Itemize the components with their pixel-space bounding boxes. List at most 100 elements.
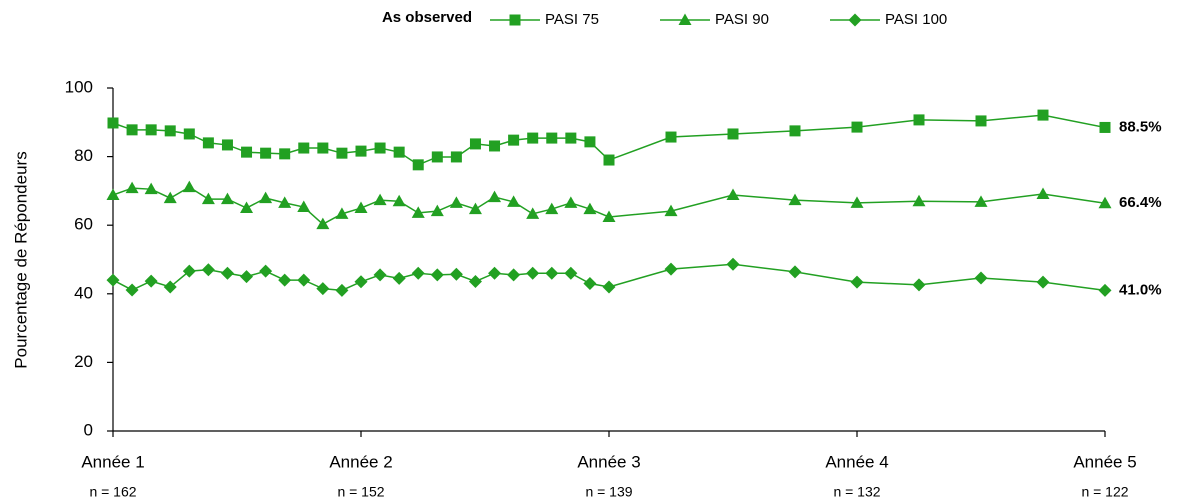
marker — [259, 264, 273, 278]
marker — [163, 280, 177, 294]
marker — [602, 280, 616, 294]
marker — [545, 266, 559, 280]
marker — [975, 115, 987, 127]
marker — [411, 266, 425, 280]
marker — [488, 266, 502, 280]
marker — [163, 191, 177, 204]
marker — [509, 14, 521, 26]
marker — [848, 13, 862, 27]
marker — [297, 273, 311, 287]
marker — [201, 192, 215, 205]
marker — [583, 277, 597, 291]
marker — [373, 268, 387, 282]
marker — [727, 128, 739, 140]
marker — [316, 217, 330, 230]
marker — [1036, 275, 1050, 289]
y-tick-label: 40 — [74, 283, 93, 302]
marker — [507, 268, 521, 282]
marker — [788, 265, 802, 279]
marker — [182, 264, 196, 278]
marker — [850, 275, 864, 289]
marker — [526, 266, 540, 280]
marker — [144, 274, 158, 288]
x-tick-label: Année 5 — [1073, 452, 1136, 471]
marker — [1036, 187, 1050, 199]
marker — [664, 204, 678, 217]
marker — [316, 282, 330, 296]
marker — [183, 128, 195, 140]
marker — [546, 132, 558, 144]
marker — [125, 283, 139, 297]
legend-label: PASI 75 — [545, 11, 599, 28]
end-label: 88.5% — [1119, 118, 1162, 135]
marker — [1099, 121, 1111, 133]
marker — [507, 195, 521, 207]
marker — [450, 151, 462, 163]
marker — [106, 273, 120, 287]
marker — [526, 207, 540, 219]
marker — [221, 139, 233, 151]
marker — [602, 210, 616, 222]
marker — [584, 136, 596, 148]
marker — [145, 124, 157, 136]
marker — [278, 196, 292, 208]
marker — [449, 196, 463, 208]
marker — [241, 146, 253, 158]
x-sublabel: n = 122 — [1081, 484, 1128, 500]
marker — [164, 125, 176, 137]
marker — [468, 274, 482, 288]
x-sublabel: n = 132 — [833, 484, 880, 500]
marker — [182, 180, 196, 193]
marker — [317, 142, 329, 154]
marker — [564, 196, 578, 208]
marker — [202, 137, 214, 149]
marker — [850, 196, 864, 208]
y-tick-label: 0 — [84, 420, 93, 439]
marker — [392, 194, 406, 207]
y-axis-label: Pourcentage de Répondeurs — [11, 151, 30, 368]
marker — [279, 148, 291, 160]
marker — [449, 267, 463, 281]
y-tick-label: 60 — [74, 215, 93, 234]
marker — [430, 204, 444, 217]
marker — [603, 154, 615, 166]
marker — [393, 146, 405, 158]
marker — [260, 147, 272, 159]
marker — [974, 195, 988, 207]
marker — [201, 263, 215, 277]
legend-label: PASI 100 — [885, 11, 947, 28]
end-label: 41.0% — [1119, 281, 1162, 298]
marker — [335, 207, 349, 219]
marker — [430, 268, 444, 282]
legend-label: PASI 90 — [715, 11, 769, 28]
marker — [913, 114, 925, 126]
x-tick-label: Année 3 — [577, 452, 640, 471]
marker — [664, 262, 678, 276]
marker — [488, 190, 502, 203]
marker — [411, 206, 425, 218]
marker — [565, 132, 577, 144]
marker — [373, 193, 387, 206]
x-sublabel: n = 139 — [585, 484, 632, 500]
marker — [564, 266, 578, 280]
y-tick-label: 20 — [74, 352, 93, 371]
marker — [220, 192, 234, 205]
marker — [240, 201, 254, 214]
marker — [355, 145, 367, 157]
marker — [354, 201, 368, 214]
y-tick-label: 100 — [65, 77, 93, 96]
marker — [912, 278, 926, 292]
x-tick-label: Année 2 — [329, 452, 392, 471]
legend-title: As observed — [382, 9, 472, 26]
marker — [354, 275, 368, 289]
marker — [278, 273, 292, 287]
x-tick-label: Année 4 — [825, 452, 888, 471]
marker — [220, 266, 234, 280]
marker — [678, 13, 692, 25]
marker — [1098, 283, 1112, 297]
marker — [726, 188, 740, 201]
marker — [788, 193, 802, 206]
marker — [259, 191, 273, 204]
marker — [468, 202, 482, 215]
